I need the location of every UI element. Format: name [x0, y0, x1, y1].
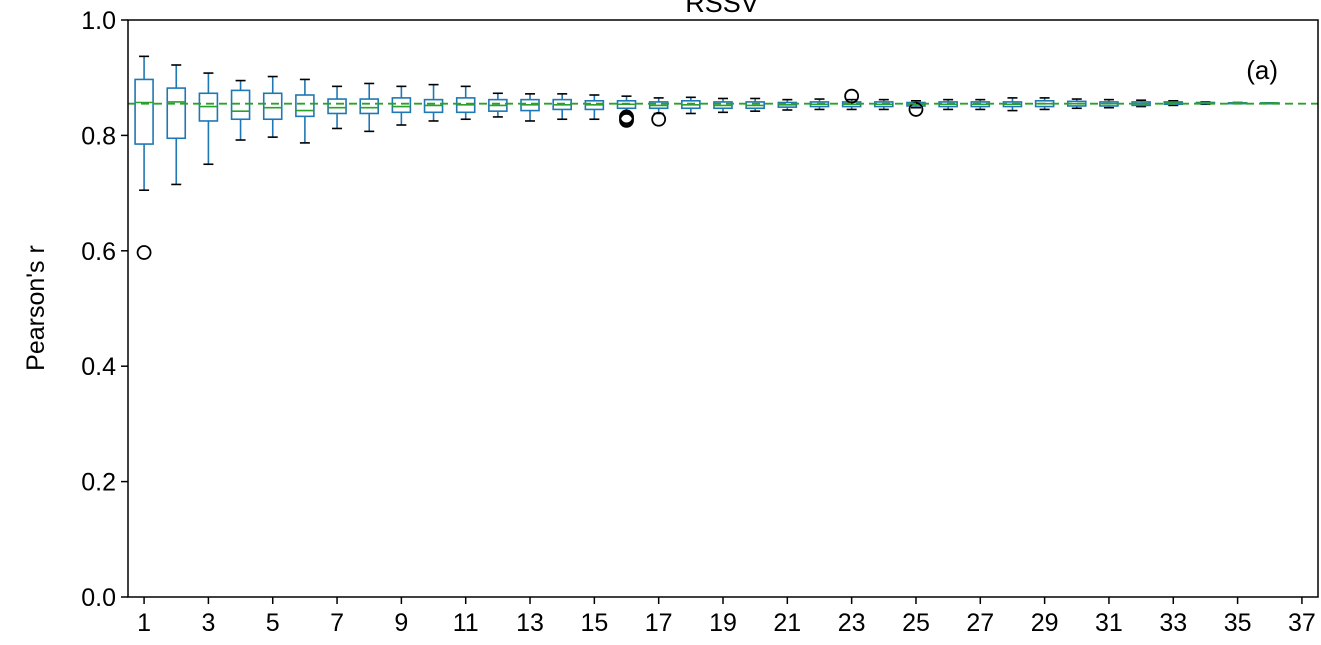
- box-5: [262, 75, 283, 138]
- y-tick-label: 0.6: [81, 238, 116, 266]
- box-21: [777, 98, 798, 111]
- box-iqr: [166, 87, 187, 140]
- x-tick-label: 19: [709, 609, 737, 637]
- x-tick-label: 29: [1031, 609, 1059, 637]
- box-18: [681, 96, 701, 115]
- box-iqr: [359, 98, 380, 115]
- y-tick-label: 0.8: [81, 122, 116, 150]
- x-tick-label: 35: [1224, 609, 1252, 637]
- x-tick-label: 15: [580, 609, 608, 637]
- box-3: [198, 72, 219, 166]
- outlier-point: [136, 245, 152, 260]
- box-9: [391, 85, 412, 126]
- box-iqr: [134, 78, 154, 145]
- box-15: [584, 94, 605, 121]
- x-tick-label: 23: [838, 609, 866, 637]
- box-8: [359, 82, 380, 133]
- y-tick-label: 0.0: [81, 584, 116, 612]
- x-tick-label: 11: [453, 609, 479, 637]
- outlier-point: [619, 112, 634, 128]
- x-tick-label: 37: [1288, 609, 1316, 637]
- box-13: [520, 93, 540, 122]
- panel-label: (a): [1246, 55, 1278, 85]
- box-iqr: [230, 89, 251, 121]
- box-23: [841, 88, 862, 111]
- box-10: [423, 83, 444, 122]
- x-tick-label: 21: [773, 609, 801, 637]
- chart-title: RSSV: [685, 0, 759, 18]
- box-17: [648, 97, 669, 127]
- box-iqr: [391, 97, 412, 114]
- y-tick-label: 0.2: [81, 469, 116, 497]
- box-19: [713, 97, 733, 114]
- x-tick-label: 9: [394, 609, 408, 637]
- box-iqr: [295, 94, 315, 118]
- outlier-point: [651, 111, 667, 127]
- box-11: [455, 85, 476, 121]
- y-tick-label: 0.4: [81, 353, 116, 381]
- box-20: [745, 97, 765, 112]
- y-tick-label: 1.0: [81, 7, 116, 35]
- axes: 0.00.20.40.60.81.01 3 5 7 9 11 13 15 17 19 21 23 25 2…: [81, 7, 1319, 637]
- x-tick-label: 27: [966, 609, 994, 637]
- box-7: [327, 85, 347, 130]
- x-tick-label: 31: [1095, 609, 1123, 637]
- x-tick-label: 7: [330, 609, 344, 637]
- box-iqr: [262, 92, 283, 121]
- x-tick-label: 13: [516, 609, 544, 637]
- x-tick-label: 5: [266, 609, 280, 637]
- outlier-point: [844, 88, 860, 104]
- box-4: [230, 79, 251, 141]
- box-12: [488, 92, 508, 118]
- x-tick-label: 25: [902, 609, 930, 637]
- box-2: [166, 64, 187, 186]
- x-tick-label: 33: [1159, 609, 1187, 637]
- plot-area: [128, 55, 1318, 260]
- box-14: [552, 93, 572, 121]
- y-axis-title: Pearson's r: [22, 245, 50, 371]
- x-tick-label: 3: [201, 609, 215, 637]
- box-1: [134, 55, 154, 260]
- box-iqr: [327, 98, 347, 115]
- box-16: [616, 95, 637, 128]
- x-tick-label: 1: [137, 609, 151, 637]
- x-tick-label: 17: [645, 609, 673, 637]
- box-6: [295, 78, 315, 144]
